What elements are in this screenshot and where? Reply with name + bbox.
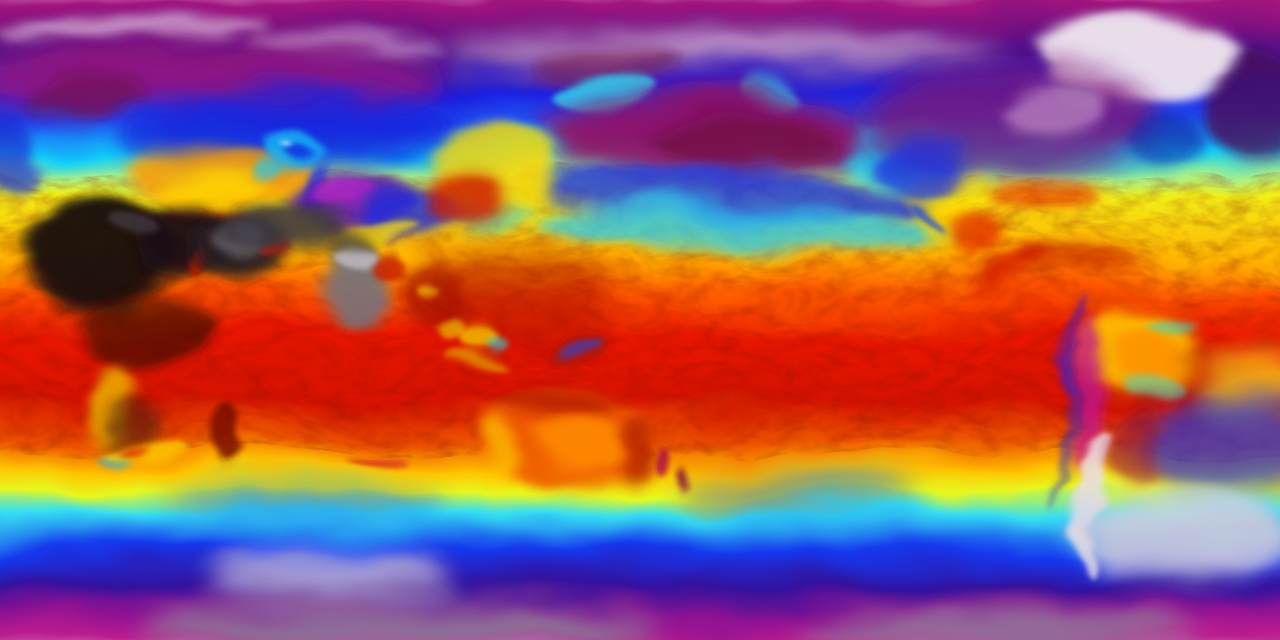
- borneo-yellow: [446, 327, 490, 353]
- us-south-red: [992, 176, 1104, 216]
- top-cloud-streak-west: [0, 19, 260, 41]
- australia-interior-orange: [537, 421, 627, 471]
- india-cloud-white: [328, 243, 376, 263]
- europe-yellow-core: [156, 168, 276, 200]
- baja-california-blue-dash: [915, 196, 941, 236]
- antarctica-pale-swirl: [1080, 493, 1280, 577]
- sumatra-yellow: [422, 321, 454, 343]
- guiana-cyan: [1156, 322, 1196, 338]
- new-zealand-south-island: [677, 462, 691, 484]
- steppe-cyclone-blue-arm: [288, 143, 314, 161]
- australia-west-yellow: [487, 418, 517, 474]
- southern-ocean-blue-braid-2: [160, 486, 440, 518]
- south-africa-dark: [106, 400, 166, 448]
- north-america-pale-swirl: [993, 83, 1097, 137]
- bangladesh-red: [368, 252, 404, 276]
- east-siberia-maroon: [535, 48, 685, 80]
- sahara-gray-highlight: [102, 217, 158, 243]
- indochina-yellow-speck: [414, 278, 438, 294]
- arctic-maroon-patch: [25, 78, 155, 118]
- madagascar-dark: [213, 407, 243, 473]
- south-indian-red-streak: [342, 455, 402, 469]
- us-west-blue: [876, 134, 968, 190]
- geographic-features-layer: [0, 18, 1280, 640]
- amazon-orange-core: [1115, 334, 1185, 382]
- java-chain-yellow: [432, 356, 512, 370]
- new-guinea-ridge-blue: [554, 335, 598, 347]
- antarctica-white-tongue: [210, 552, 450, 600]
- east-asia-red: [425, 166, 501, 226]
- sahel-dark-maroon: [88, 298, 212, 366]
- labrador-dark-blue: [1126, 116, 1210, 160]
- black-sea-cyan: [253, 160, 283, 176]
- south-atlantic-blue-mass: [1140, 390, 1280, 500]
- australia-east-dark: [619, 420, 653, 480]
- left-edge-blue: [0, 102, 36, 198]
- npacific-cyan-band: [530, 204, 960, 252]
- anatolia-iran-gray: [223, 205, 347, 251]
- southern-ocean-blue-braid-1: [680, 474, 920, 510]
- north-pale-cloud-band: [440, 36, 1000, 68]
- warm-pool-dark-red: [432, 244, 616, 340]
- australia-north-dark: [505, 393, 615, 419]
- mexico-red-core: [946, 212, 1006, 260]
- antarctic-coast-red-core: [124, 443, 150, 453]
- india-gray: [322, 244, 382, 328]
- amazon-cyan-patch: [1120, 373, 1180, 397]
- sulawesi-cyan: [480, 338, 504, 352]
- antarctic-coast-warm-blob: [110, 441, 190, 459]
- chile-coast-blue: [1059, 352, 1081, 508]
- steppe-cyclone-eye: [286, 139, 296, 147]
- antarctic-interior-shadow-west: [140, 602, 660, 640]
- bering-maroon-core: [653, 114, 837, 170]
- caribbean-dark-red: [1021, 245, 1131, 279]
- new-zealand-north-island: [654, 444, 672, 472]
- patagonia-maroon: [1107, 403, 1163, 487]
- antarctic-interior-shadow-east: [800, 610, 1200, 640]
- tibet-magenta-speckle: [315, 178, 375, 206]
